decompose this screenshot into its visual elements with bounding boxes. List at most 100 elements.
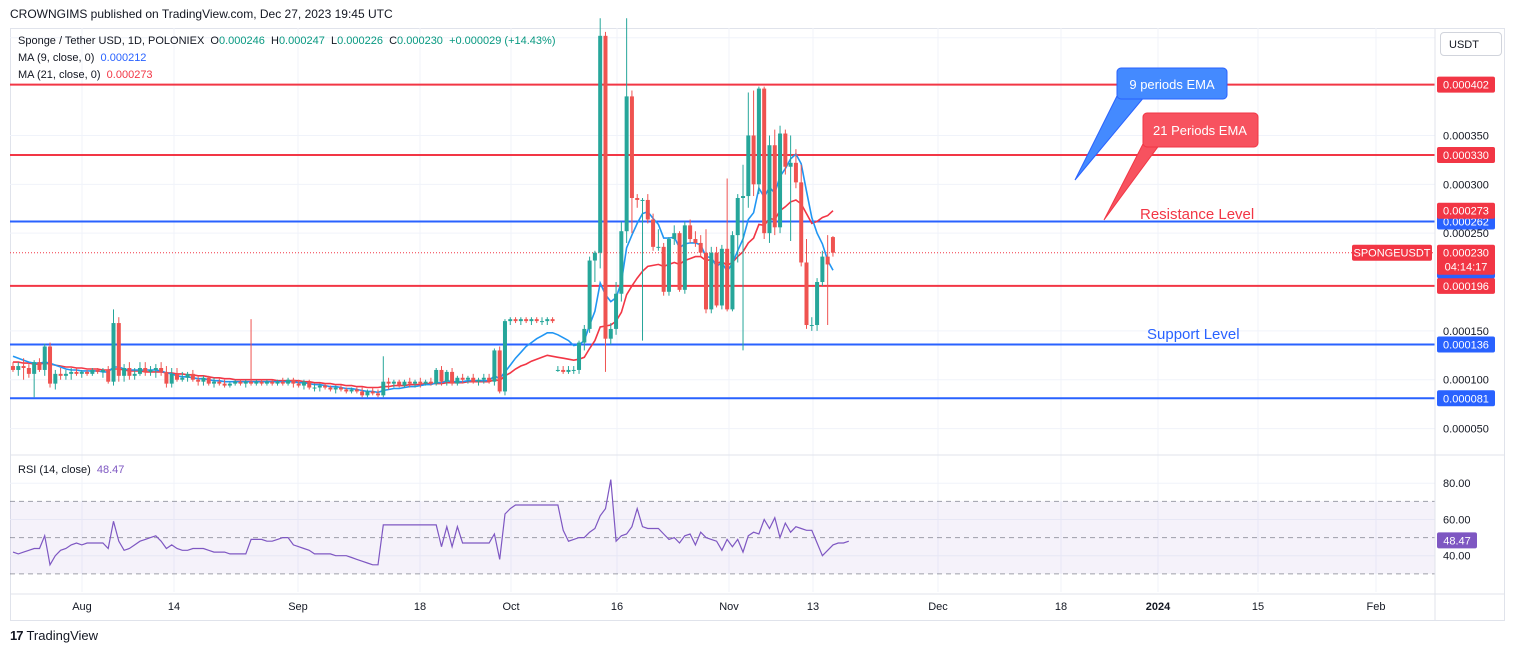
candle-body: [566, 369, 571, 372]
legend-ma21-label: MA (21, close, 0): [18, 69, 101, 81]
candle-body: [42, 346, 47, 370]
candle-body: [381, 381, 386, 396]
time-tick-label: 15: [1252, 601, 1264, 613]
candle-body: [788, 162, 793, 167]
candle-body: [698, 242, 703, 253]
candle-body: [540, 321, 544, 323]
candle-body: [434, 369, 439, 384]
candle-body: [349, 389, 354, 392]
legend-change: +0.000029 (+14.43%): [449, 35, 556, 47]
legend-c-value: 0.000230: [397, 35, 443, 47]
candle-body: [137, 368, 142, 374]
level-label-text: 0.000196: [1443, 281, 1489, 293]
candle-body: [820, 256, 825, 283]
candle-body: [799, 182, 804, 263]
candle-body: [280, 381, 285, 384]
candle-body: [127, 368, 132, 376]
price-tick-label: 0.000250: [1443, 228, 1489, 240]
candle-body: [444, 371, 449, 382]
candle-body: [100, 369, 105, 372]
candle-body: [418, 381, 423, 384]
ema-value-label-text: 0.000273: [1443, 206, 1489, 218]
candle-body: [174, 373, 179, 380]
legend-h-value: 0.000247: [278, 35, 325, 47]
rsi-tick-label: 80.00: [1443, 478, 1471, 490]
candle-body: [344, 389, 349, 392]
candle-body: [656, 246, 661, 248]
candle-body: [238, 381, 243, 384]
level-label-badge: [1437, 147, 1495, 164]
candle-body: [571, 369, 576, 371]
candle-body: [370, 391, 375, 394]
candle-body: [497, 350, 502, 392]
candle-body: [783, 133, 788, 167]
candle-body: [460, 377, 465, 380]
legend-ma21: MA (21, close, 0) 0.000273: [18, 69, 153, 81]
candle-body: [391, 381, 396, 384]
candle-body: [518, 319, 523, 322]
ema-value-label-badge: [1437, 202, 1495, 219]
candle-body: [153, 368, 158, 370]
level-label-badge: [1437, 336, 1495, 353]
candle-body: [762, 88, 767, 234]
legend-ma9-value: 0.000212: [100, 52, 147, 64]
time-tick-label: Aug: [72, 601, 92, 613]
candle-body: [328, 387, 333, 390]
candle-body: [291, 379, 296, 384]
candle-body: [111, 323, 116, 382]
candle-body: [730, 235, 735, 310]
candle-body: [407, 381, 412, 384]
tradingview-footer[interactable]: 17 TradingView: [10, 628, 98, 643]
candle-body: [190, 373, 195, 380]
candle-body: [212, 381, 217, 384]
candle-body: [69, 371, 74, 374]
candle-body: [402, 381, 407, 386]
candle-body: [16, 366, 21, 370]
candle-body: [666, 239, 671, 292]
candle-body: [465, 377, 470, 380]
candle-body: [502, 321, 507, 392]
tradingview-brand: TradingView: [26, 628, 99, 643]
currency-button[interactable]: USDT: [1440, 32, 1502, 56]
candle-body: [286, 379, 291, 384]
candle-body: [386, 381, 391, 384]
candle-body: [397, 381, 402, 386]
candle-body: [624, 96, 629, 232]
level-label-badge: [1437, 390, 1495, 407]
ema9-callout-box: [1116, 67, 1228, 100]
last-price-text: 0.000230: [1443, 248, 1489, 260]
legend-ma9-label: MA (9, close, 0): [18, 52, 95, 64]
candle-body: [85, 371, 90, 374]
chart-frame: [10, 28, 1505, 621]
candle-body: [815, 282, 820, 326]
candle-body: [756, 88, 761, 185]
candle-body: [301, 381, 306, 386]
candle-body: [159, 368, 164, 372]
candle-body: [513, 319, 518, 322]
rsi-line: [12, 479, 849, 567]
rsi-tick-label: 40.00: [1443, 551, 1471, 563]
candle-body: [703, 252, 708, 310]
candle-body: [677, 233, 682, 290]
candle-body: [645, 199, 650, 220]
candle-body: [217, 381, 222, 384]
legend-symbol: Sponge / Tether USD, 1D, POLONIEX: [18, 35, 205, 47]
candle-body: [804, 262, 809, 326]
time-tick-label: Nov: [719, 601, 739, 613]
candle-body: [555, 369, 560, 371]
candle-body: [725, 248, 730, 310]
candle-body: [58, 373, 63, 376]
candle-body: [428, 381, 433, 384]
legend-ma21-value: 0.000273: [106, 69, 153, 81]
candle-body: [635, 198, 640, 200]
candle-body: [508, 319, 513, 322]
price-tick-label: 0.000150: [1443, 326, 1489, 338]
publish-line: CROWNGIMS published on TradingView.com, …: [10, 7, 393, 21]
candle-body: [333, 387, 338, 390]
candle-body: [450, 371, 455, 384]
candle-body: [672, 233, 677, 240]
candle-body: [227, 383, 232, 386]
candle-body: [74, 371, 79, 374]
level-label-text: 0.000262: [1443, 216, 1489, 228]
